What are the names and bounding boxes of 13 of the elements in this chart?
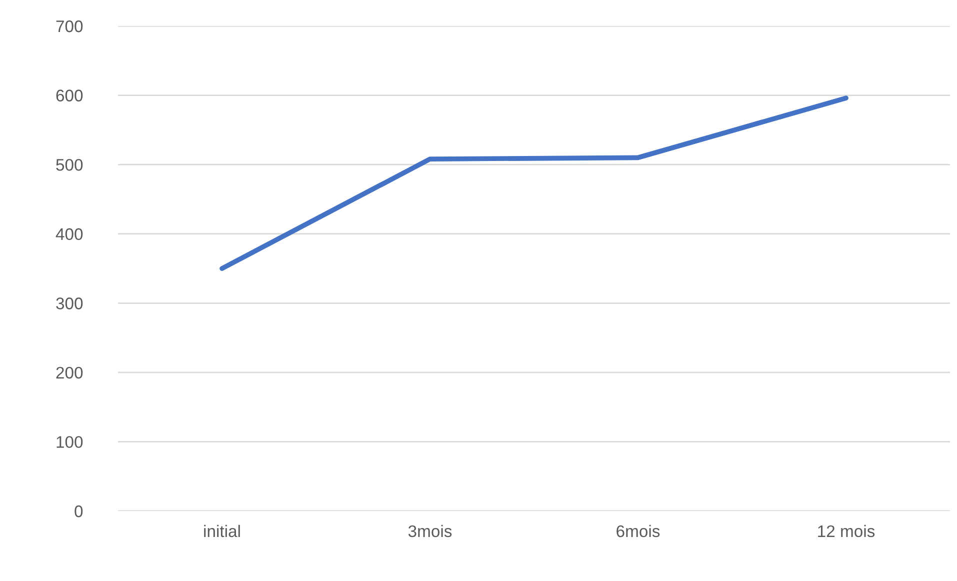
- y-tick-label: 100: [56, 436, 83, 448]
- y-tick-label: 200: [56, 366, 83, 379]
- y-tick-label: 0: [74, 505, 83, 518]
- y-tick-label: 700: [56, 20, 83, 32]
- y-tick-label: 300: [56, 298, 83, 310]
- x-tick-label: initial: [204, 524, 240, 538]
- y-tick-label: 500: [56, 158, 83, 171]
- x-tick-label: 12 mois: [818, 524, 875, 538]
- x-tick-label: 6mois: [616, 524, 660, 538]
- x-tick-label: 3mois: [408, 524, 452, 538]
- line-series: [220, 96, 848, 271]
- y-tick-label: 600: [56, 90, 83, 102]
- y-tick-label: 400: [56, 228, 83, 240]
